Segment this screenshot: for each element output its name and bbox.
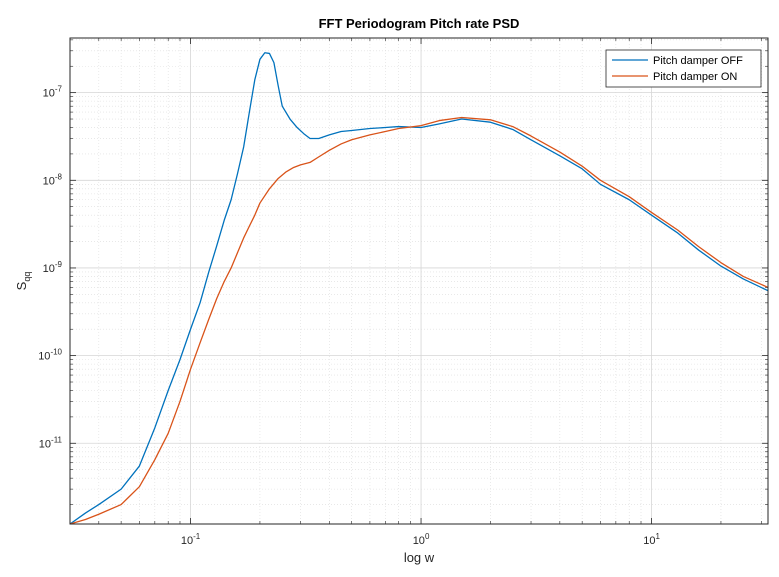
x-tick-label-exponent: 1 (655, 532, 660, 541)
x-tick-label: 101 (643, 532, 660, 547)
y-axis-label: Sqq (14, 272, 32, 291)
y-tick-label-base: 10 (43, 175, 55, 187)
y-tick-label-base: 10 (38, 351, 50, 363)
y-tick-label-base: 10 (39, 438, 51, 450)
major-grid (70, 38, 768, 524)
y-axis-label-text: Sqq (14, 272, 32, 291)
y-tick-label: 10-8 (43, 172, 63, 187)
tick-marks (69, 38, 768, 524)
y-tick-label-exponent: -11 (51, 435, 63, 444)
legend: Pitch damper OFF Pitch damper ON (605, 49, 762, 88)
y-tick-label: 10-7 (43, 85, 63, 100)
x-tick-label-base: 10 (413, 535, 425, 547)
legend-box (605, 49, 762, 88)
axes-box (69, 37, 769, 525)
series-line-pitch-damper-on (70, 116, 768, 524)
x-tick-label-exponent: -1 (193, 532, 201, 541)
x-tick-label: 10-1 (181, 532, 201, 547)
y-tick-label: 10-9 (43, 260, 63, 275)
x-axis-label: log w (404, 550, 435, 565)
y-tick-label-exponent: -8 (55, 172, 63, 181)
y-tick-label-exponent: -9 (55, 260, 63, 269)
x-tick-label-base: 10 (181, 535, 193, 547)
x-tick-label-exponent: 0 (425, 532, 430, 541)
y-tick-label: 10-10 (38, 348, 62, 363)
y-tick-label-exponent: -7 (55, 85, 63, 94)
x-tick-label: 100 (413, 532, 430, 547)
y-tick-label: 10-11 (39, 435, 63, 450)
x-tick-label-base: 10 (643, 535, 655, 547)
y-axis-label-main: S (14, 281, 29, 290)
series-group (70, 52, 768, 524)
y-tick-label-base: 10 (43, 263, 55, 275)
axes-background (70, 38, 768, 524)
y-tick-label-base: 10 (43, 88, 55, 100)
x-tick-labels: 10-1 100 101 (181, 532, 661, 547)
y-axis-label-subscript: qq (22, 272, 32, 282)
y-tick-label-exponent: -10 (50, 348, 62, 357)
legend-entry-off: Pitch damper OFF (653, 55, 743, 67)
plot-title: FFT Periodogram Pitch rate PSD (319, 16, 520, 31)
legend-entry-on: Pitch damper ON (653, 71, 737, 83)
series-line-pitch-damper-off (70, 52, 768, 524)
